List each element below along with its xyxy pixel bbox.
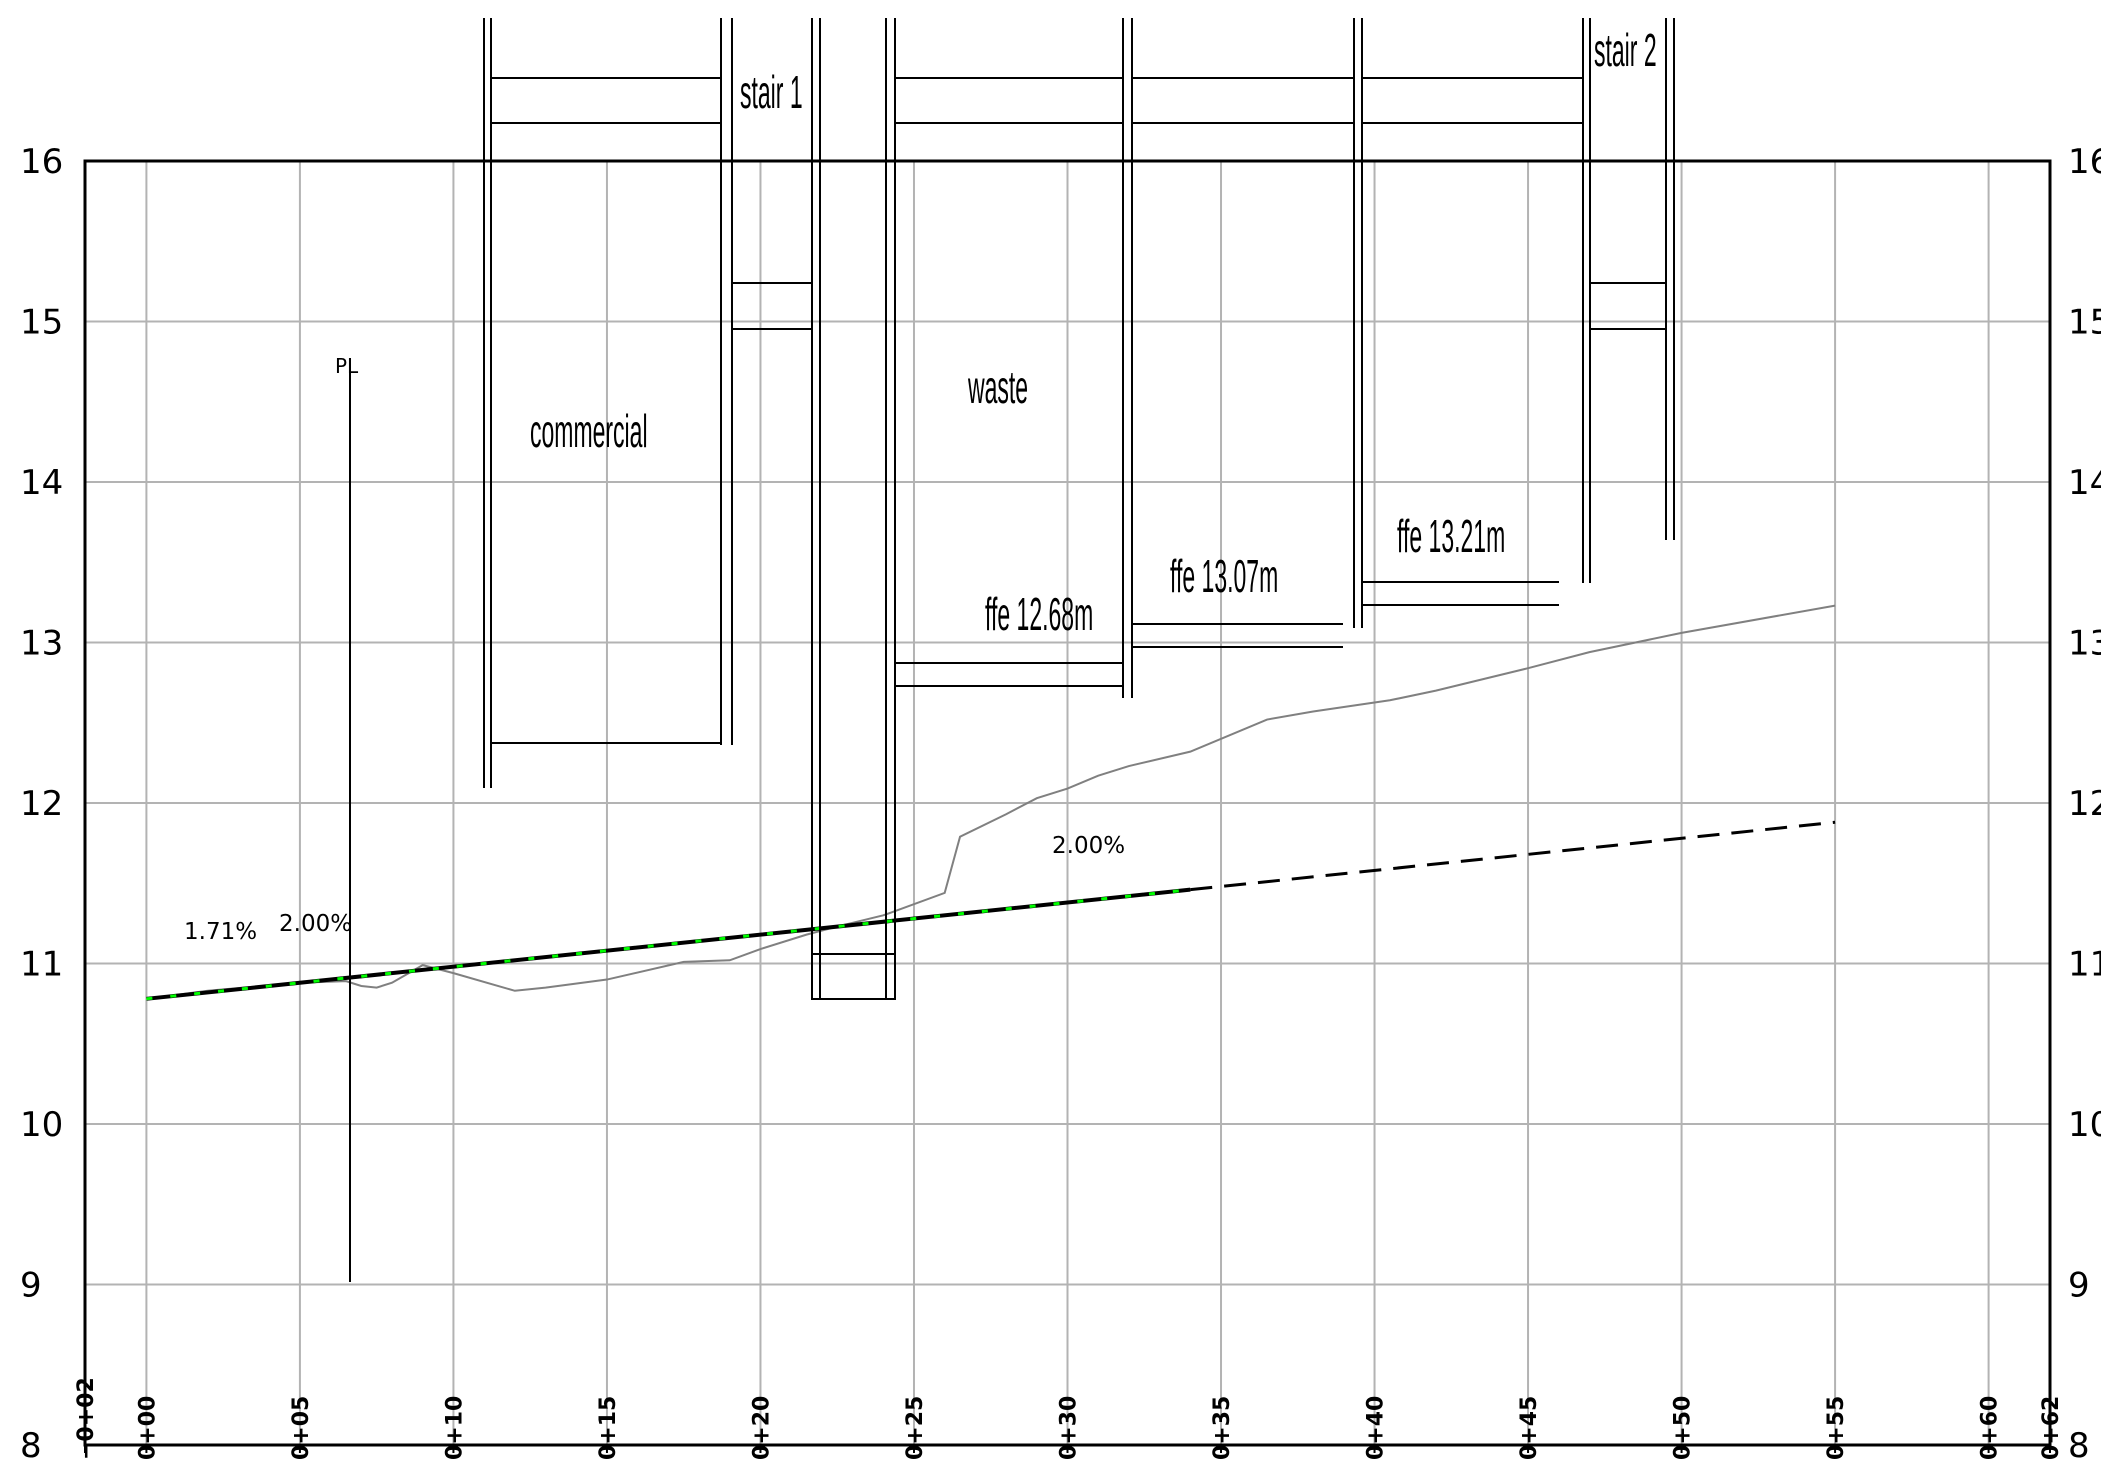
y-tick-label-right: 15	[2068, 303, 2101, 343]
y-tick-label-left: 12	[20, 784, 63, 824]
x-tick-label: 0+00	[135, 1396, 160, 1460]
x-tick-label: 0+30	[1057, 1396, 1082, 1460]
design-grade-dashed	[1190, 820, 1836, 892]
x-tick-label: 0+50	[1671, 1396, 1696, 1460]
existing-ground-line	[146, 604, 1836, 1000]
axes: −0+02 0+00 0+05 0+10 0+15 0+20 0+25 0+30 0+35 0+4…	[20, 142, 2101, 1462]
y-tick-label-left: 14	[20, 463, 63, 503]
ffe-13-21-label: ffe 13.21m	[1397, 510, 1505, 562]
y-tick-label-right: 12	[2068, 784, 2101, 824]
y-tick-label-right: 11	[2068, 945, 2101, 985]
y-tick-label-left: 9	[20, 1266, 42, 1306]
x-tick-label: 0+10	[442, 1396, 467, 1460]
y-tick-label-right: 9	[2068, 1266, 2090, 1306]
y-tick-label-left: 11	[20, 945, 63, 985]
stair-2-block	[1362, 18, 1675, 606]
stair-1-label: stair 1	[740, 66, 803, 118]
pl-label: PL	[335, 354, 359, 378]
grade-label-1: 1.71%	[184, 919, 257, 945]
middle-block	[1132, 18, 1363, 648]
x-tick-label: 0+55	[1824, 1396, 1849, 1460]
grade-label-3: 2.00%	[1052, 833, 1125, 859]
ffe-13-07-label: ffe 13.07m	[1170, 550, 1278, 602]
y-tick-label-left: 10	[20, 1105, 63, 1145]
grid	[85, 161, 2050, 1445]
waste-label: waste	[967, 361, 1028, 413]
commercial-block	[483, 18, 733, 788]
x-tick-label: 0+15	[596, 1396, 621, 1460]
x-tick-label: 0+45	[1517, 1396, 1542, 1460]
x-tick-label: 0+35	[1210, 1396, 1235, 1460]
x-tick-label: 0+25	[903, 1396, 928, 1460]
design-grade-highlight	[146, 888, 1191, 1001]
y-tick-label-right: 10	[2068, 1105, 2101, 1145]
grade-label-2: 2.00%	[279, 911, 352, 937]
design-grade-line	[146, 820, 1836, 1001]
y-tick-label-left: 8	[20, 1426, 42, 1462]
x-tick-label: 0+20	[749, 1396, 774, 1460]
y-tick-label-right: 16	[2068, 142, 2101, 182]
stair-2-label: stair 2	[1594, 24, 1657, 76]
building-outlines	[349, 18, 1675, 1282]
y-tick-label-left: 16	[20, 142, 63, 182]
y-tick-label-right: 14	[2068, 463, 2101, 503]
commercial-label: commercial	[530, 405, 648, 457]
ffe-12-68-label: ffe 12.68m	[985, 588, 1093, 640]
waste-block	[895, 18, 1133, 698]
existing-ground-polyline	[146, 604, 1836, 1000]
y-tick-label-right: 8	[2068, 1426, 2090, 1462]
x-tick-label: 0+05	[289, 1396, 314, 1460]
y-tick-label-left: 15	[20, 303, 63, 343]
stair-1-block	[732, 18, 896, 1000]
x-tick-label: 0+40	[1364, 1396, 1389, 1460]
y-tick-label-left: 13	[20, 624, 63, 664]
y-tick-label-right: 13	[2068, 624, 2101, 664]
x-tick-label: 0+60	[1978, 1396, 2003, 1460]
